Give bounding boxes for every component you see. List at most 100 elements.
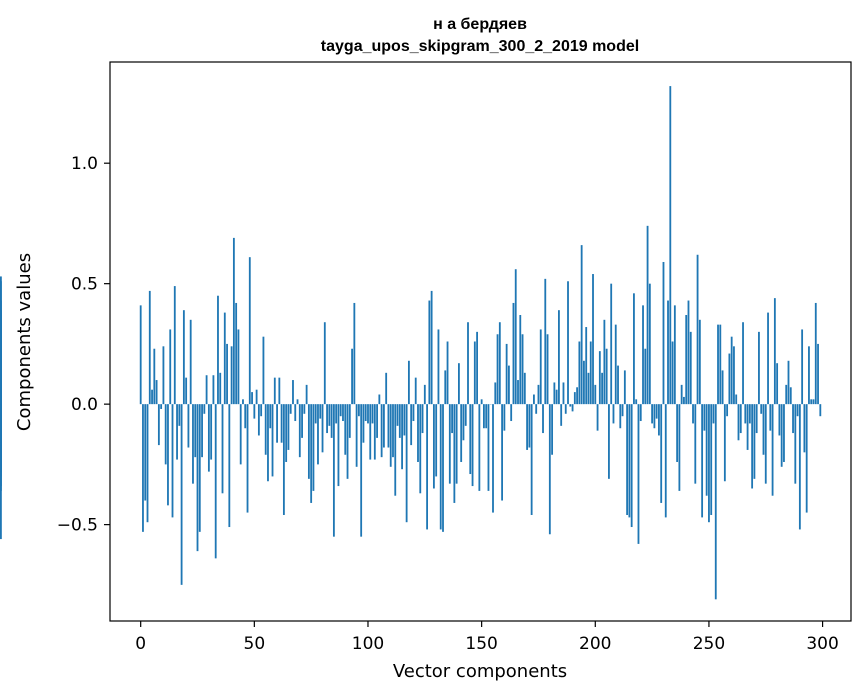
bar [696,254,699,405]
bar [451,404,453,434]
chart-title: н а бердяев [433,16,527,33]
bar [653,404,656,429]
bar [703,404,706,431]
y-axis-ticks: −0.5 0.0 0.5 1.0 [57,154,110,536]
bar [273,377,276,405]
plot-frame [109,61,852,622]
bar [219,372,222,405]
bar [469,404,472,475]
bar [562,382,565,405]
bar [242,399,244,405]
bar [473,341,476,405]
bar [598,351,601,405]
bar [719,324,722,405]
bar [160,404,163,409]
bar [410,404,413,446]
bar [498,322,501,405]
bar [612,404,615,424]
bar [414,377,417,405]
bar [251,392,253,405]
bar [148,290,151,405]
bar [192,404,194,484]
bar [780,404,783,467]
bar [462,404,465,441]
bar [285,404,288,462]
bar [312,404,315,491]
bar [773,298,776,405]
bar [303,404,306,414]
bar [198,404,201,532]
bar [287,404,290,450]
bar [455,404,458,484]
bar [801,329,804,405]
x-tick-label: 100 [352,634,384,654]
bar [0,401,2,405]
x-tick-label: 200 [579,634,611,654]
bar [753,404,756,479]
bar [403,404,406,436]
x-tick-label: 50 [244,634,266,654]
bar [510,404,513,422]
bar [367,404,369,424]
bar [301,404,303,438]
bar [387,404,390,448]
bar [446,341,449,405]
bar [621,404,624,417]
bar [278,377,281,405]
bar [317,404,319,465]
bar [596,404,599,431]
bar [185,377,188,405]
bar [226,343,228,405]
bar [585,327,588,405]
bar [378,394,381,405]
bar [189,319,192,405]
x-tick-label: 0 [135,634,146,654]
bar [623,370,626,405]
x-axis-ticks: 0 50 100 150 200 250 300 [135,621,839,654]
bar [487,404,490,491]
bar [544,278,547,405]
bar [362,404,365,443]
bar [471,404,474,487]
bar [173,286,176,405]
bar [728,353,731,405]
bar [633,293,635,405]
bar [660,404,663,503]
bar [246,404,249,513]
bar [407,360,410,405]
bar [253,404,256,419]
bar [592,274,594,405]
bar [483,404,485,429]
bar [769,404,772,431]
bar [733,346,735,405]
bar [701,404,704,518]
bar [380,404,383,458]
bar [205,375,208,405]
bar [726,404,729,417]
bar [269,404,272,429]
bar [576,387,579,405]
bar [721,370,724,405]
bar [542,404,544,434]
bar [221,404,224,494]
bar [762,404,765,455]
bar [248,257,251,405]
bar [767,312,769,405]
bar [651,404,654,424]
bar [351,348,353,405]
bar [723,404,726,482]
bar [210,404,213,460]
bar [432,404,435,489]
bar [485,404,488,429]
y-tick-label: −0.5 [57,516,98,536]
bar [0,387,2,405]
bar [235,302,238,405]
bar [492,404,494,513]
bar [710,404,713,515]
y-tick-label: 0.0 [71,395,98,415]
bar [546,334,549,405]
bar [280,404,283,443]
bar [355,404,358,467]
bar [673,305,676,405]
